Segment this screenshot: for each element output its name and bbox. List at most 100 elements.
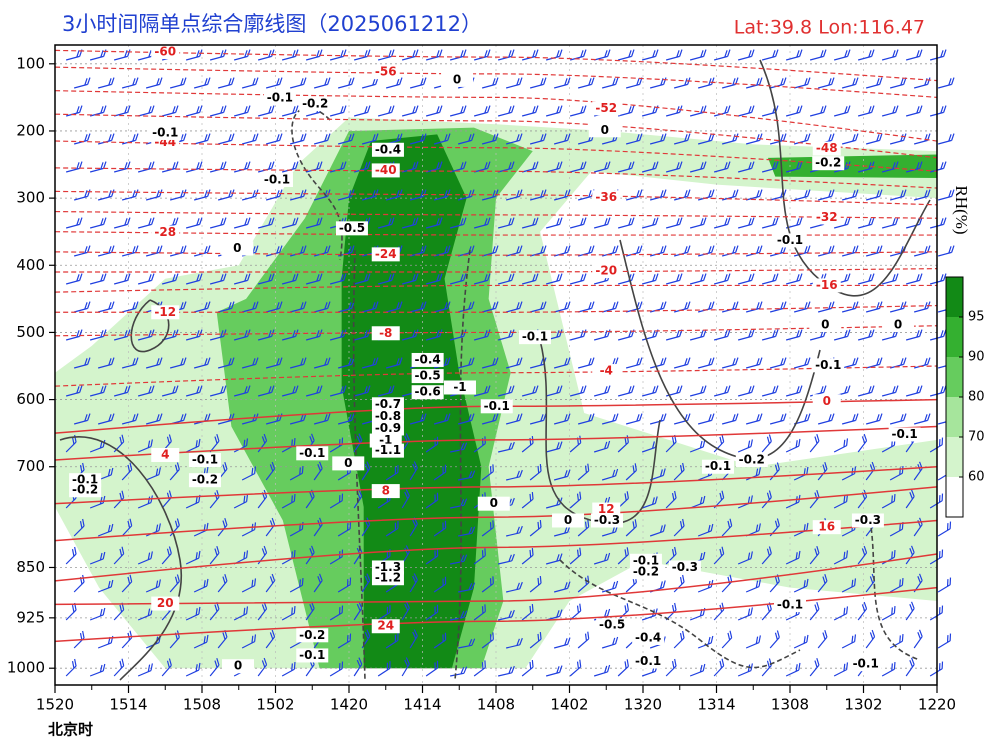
barb-shape (73, 245, 91, 257)
barb-shape (569, 385, 587, 397)
barb-shape (329, 661, 344, 677)
barb-shape (553, 357, 571, 369)
barb-shape (617, 161, 635, 173)
wind-barb (457, 413, 475, 425)
wind-barb (905, 601, 915, 621)
wind-barb (193, 245, 211, 257)
barb-shape (785, 105, 803, 117)
wind-barb (385, 633, 399, 649)
wind-barb (529, 77, 547, 89)
barb-shape (833, 438, 849, 453)
wind-barb (785, 385, 803, 397)
isotherm-label-bg (371, 326, 400, 341)
wind-barb (217, 77, 235, 89)
omega-label: -0.1 (267, 91, 293, 105)
wind-barb (833, 329, 851, 341)
barb-shape (73, 357, 91, 369)
barb-shape (745, 357, 763, 369)
wind-barb (761, 658, 772, 677)
wind-barb (449, 273, 467, 285)
wind-barb (841, 133, 859, 145)
barb-shape (833, 49, 851, 61)
barb-shape (385, 633, 399, 649)
barb-shape (449, 217, 467, 229)
wind-barb (209, 105, 227, 117)
barb-shape (233, 494, 249, 509)
barb-shape (458, 582, 476, 593)
wind-barb (265, 357, 283, 369)
wind-barb (481, 77, 499, 89)
wind-barb (793, 634, 809, 649)
barb-shape (506, 581, 523, 593)
barb-shape (185, 662, 201, 677)
barb-shape (73, 77, 91, 89)
wind-barb (233, 273, 251, 285)
wind-barb (745, 189, 763, 201)
barb-shape (793, 634, 809, 649)
wind-barb (257, 217, 275, 229)
omega-label: 0 (821, 318, 829, 332)
wind-barb (713, 434, 725, 453)
barb-shape (665, 49, 683, 61)
wind-barb (881, 493, 896, 509)
barb-shape (521, 385, 539, 397)
omega-label-bg (371, 443, 404, 458)
wind-barb (857, 433, 868, 453)
barb-shape (385, 77, 403, 89)
wind-barb (785, 105, 803, 117)
omega-label-bg (629, 553, 662, 568)
wind-barb (353, 273, 371, 285)
barb-shape (593, 49, 611, 61)
isotherm-label-bg (812, 141, 841, 156)
wind-barb (377, 217, 395, 229)
wind-barb (169, 462, 180, 481)
isotherm-label: -12 (154, 305, 176, 319)
wind-barb (121, 462, 133, 481)
wind-barb (209, 329, 227, 341)
barb-shape (121, 77, 139, 89)
barb-shape (737, 329, 755, 341)
barb-shape (89, 217, 107, 229)
wind-barb (905, 217, 923, 229)
barb-shape (329, 49, 347, 61)
wind-barb (305, 217, 323, 229)
isotherm-label: 24 (377, 619, 394, 633)
barb-shape (553, 77, 571, 89)
wind-barb (233, 385, 251, 397)
barb-shape (281, 105, 299, 117)
barb-shape (833, 606, 849, 621)
wind-barb (337, 521, 352, 537)
barb-shape (385, 521, 399, 537)
barb-shape (881, 49, 899, 61)
barb-shape (929, 105, 947, 117)
wind-barb (497, 273, 515, 285)
isotherm (54, 553, 938, 606)
omega-label-bg (632, 654, 665, 669)
barb-shape (65, 273, 83, 285)
isotherm-label-bg (371, 619, 400, 634)
barb-shape (145, 245, 163, 257)
omega-label-bg (882, 318, 915, 333)
wind-barb (737, 105, 755, 117)
barb-shape (193, 301, 211, 313)
wind-barb (809, 49, 827, 61)
barb-shape (761, 329, 779, 341)
barb-shape (593, 385, 611, 397)
wind-barb (497, 385, 515, 397)
barb-shape (617, 105, 635, 117)
barb-shape (361, 133, 379, 145)
wind-barb (545, 161, 563, 173)
barb-shape (881, 161, 899, 173)
wind-barb (713, 329, 731, 341)
omega-label: -0.1 (777, 598, 803, 612)
wind-barb (785, 273, 803, 285)
wind-barb (649, 189, 667, 201)
barb-shape (289, 465, 304, 481)
wind-barb (881, 105, 899, 117)
wind-barb (689, 439, 706, 453)
barb-shape (481, 576, 494, 593)
wind-barb (113, 49, 131, 61)
wind-barb (857, 385, 875, 397)
barb-shape (721, 301, 739, 313)
barb-shape (73, 413, 91, 425)
